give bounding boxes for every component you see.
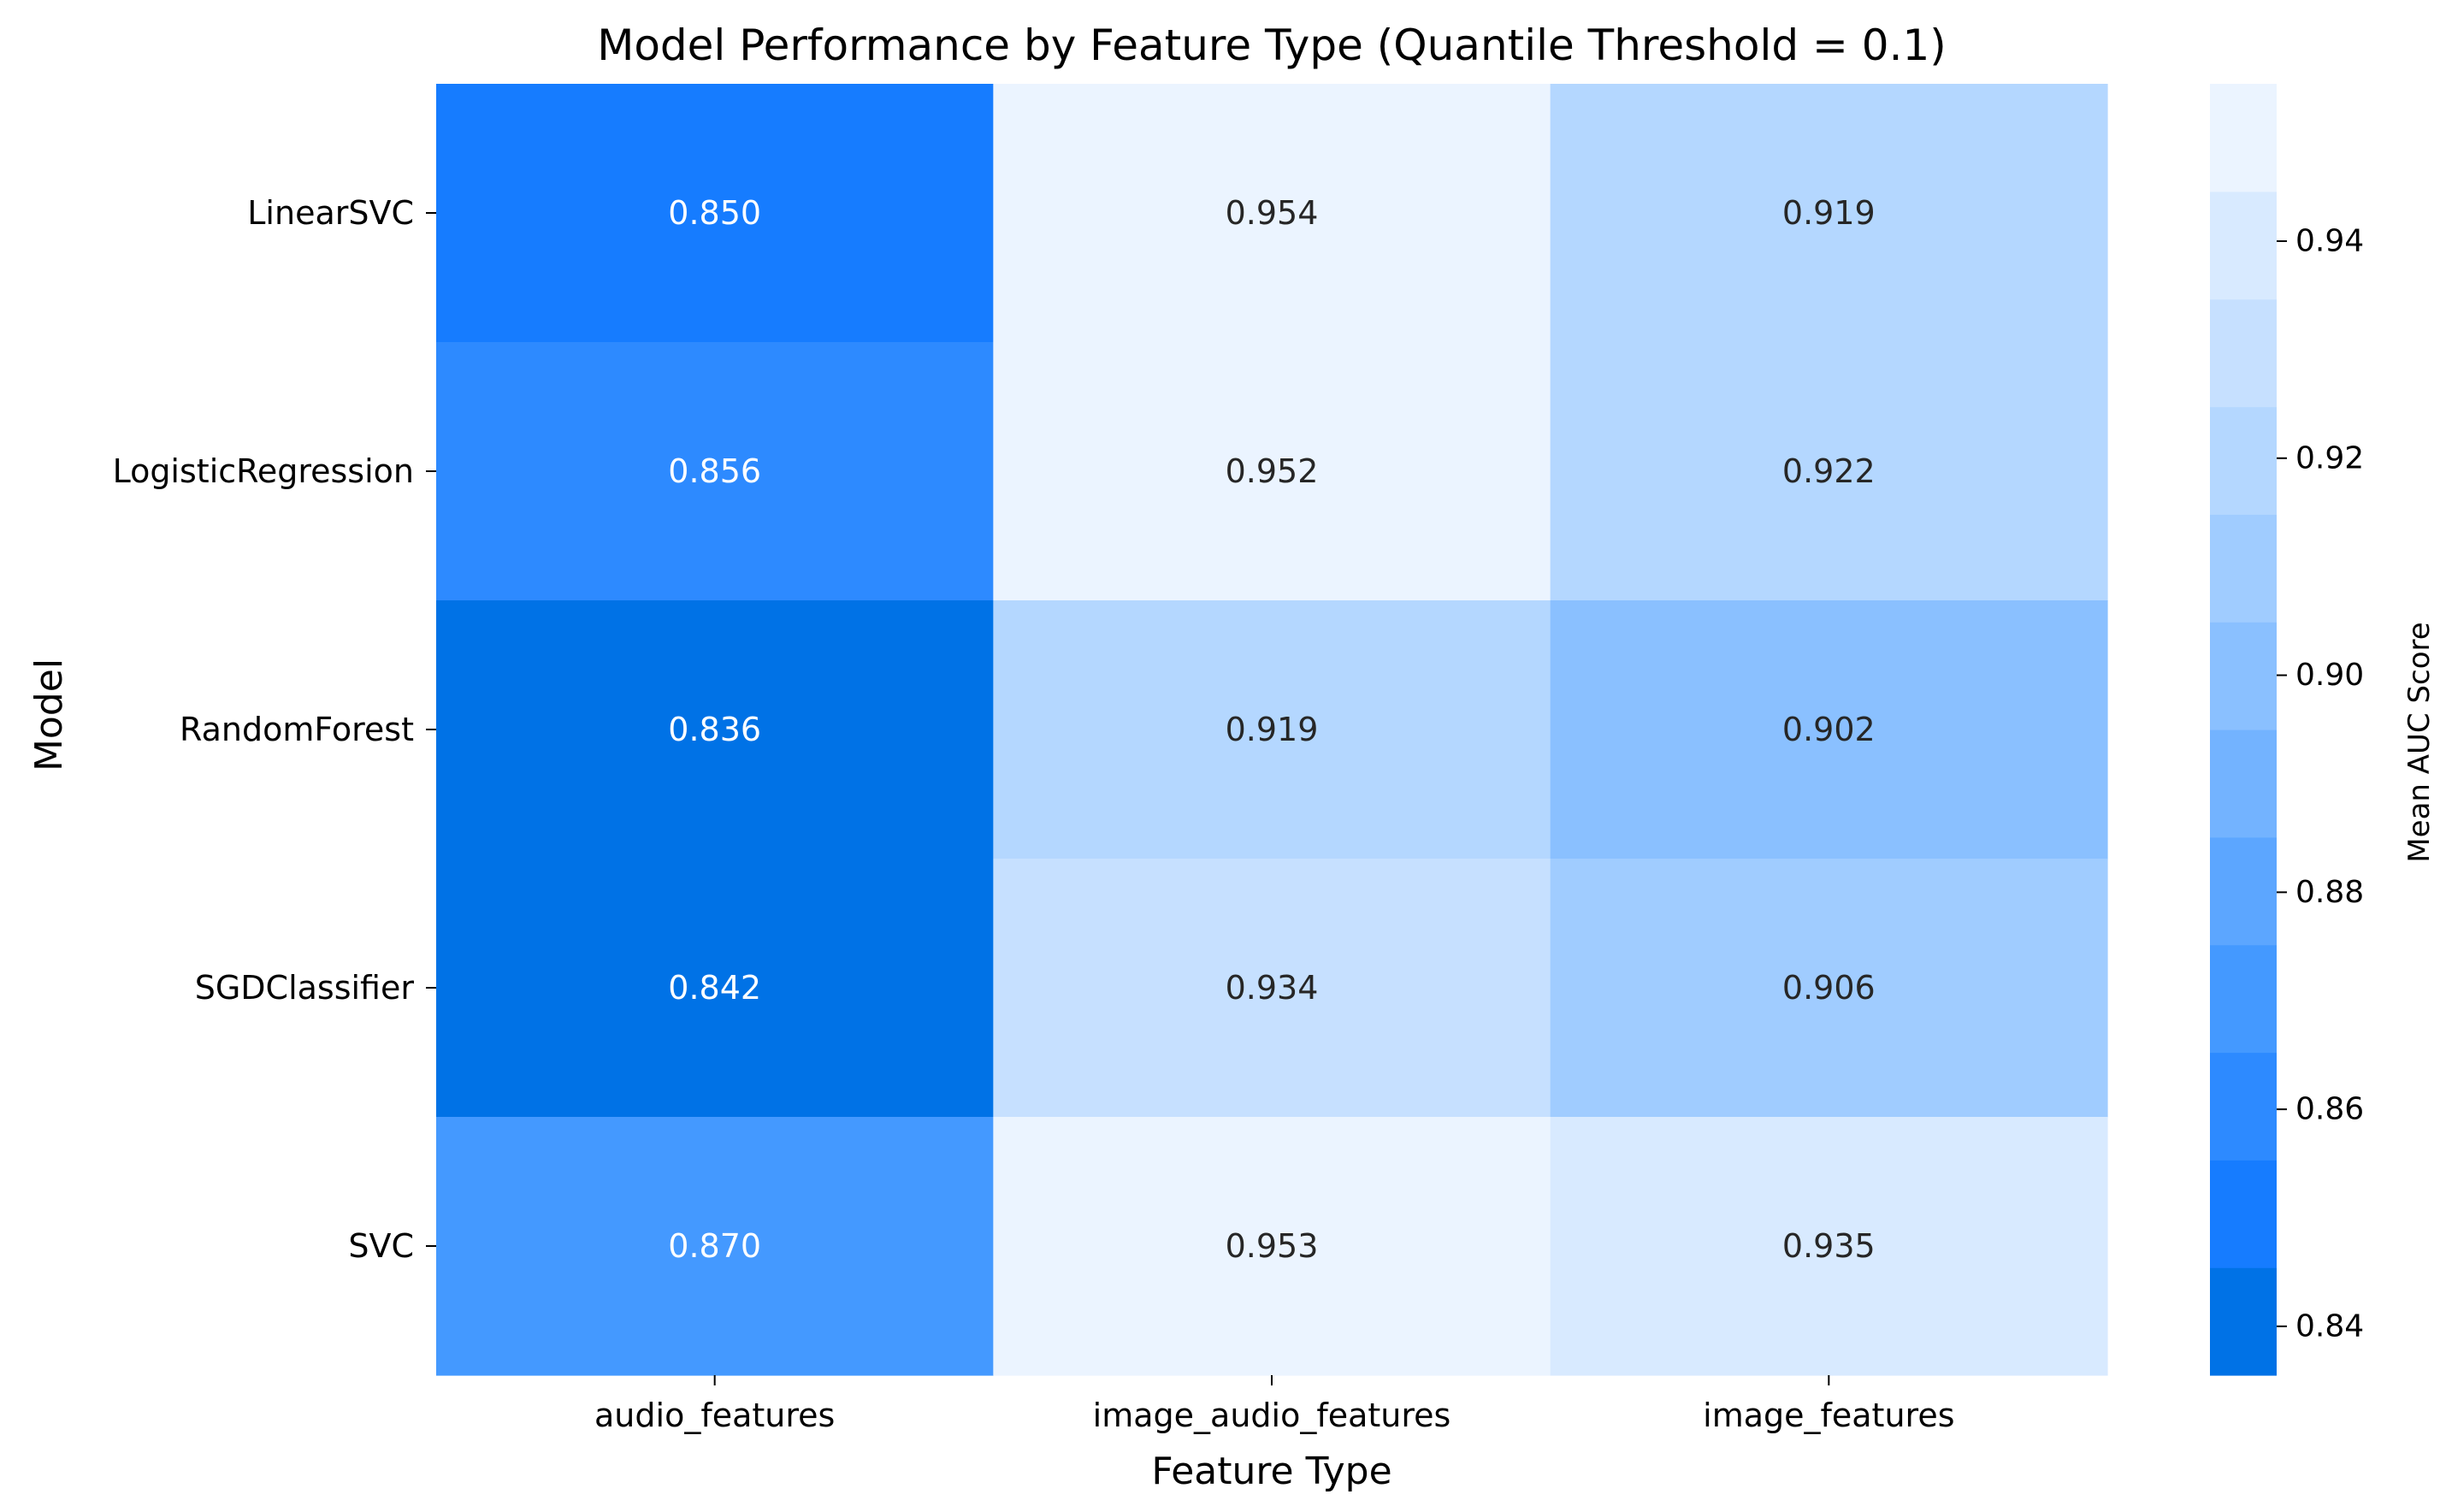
x-tick-label: image_features <box>1703 1397 1954 1434</box>
cell-value-label: 0.856 <box>668 452 761 490</box>
heatmap-cells <box>436 84 2108 1376</box>
colorbar-tick-label: 0.92 <box>2295 440 2364 475</box>
heatmap-cell <box>993 600 1551 859</box>
colorbar-segment <box>2210 191 2277 300</box>
heatmap-cell <box>436 1117 994 1376</box>
cell-value-label: 0.842 <box>668 969 761 1007</box>
cell-value-label: 0.836 <box>668 711 761 748</box>
colorbar-segment <box>2210 1160 2277 1268</box>
colorbar-segment <box>2210 622 2277 730</box>
cell-value-label: 0.934 <box>1226 969 1319 1007</box>
heatmap-cell <box>1550 1117 2108 1376</box>
heatmap-cell <box>993 342 1551 601</box>
heatmap-cell <box>436 342 994 601</box>
cell-value-label: 0.902 <box>1782 711 1876 748</box>
colorbar-segment <box>2210 729 2277 838</box>
colorbar-segment <box>2210 944 2277 1054</box>
colorbar-segment <box>2210 836 2277 946</box>
x-tick-label: audio_features <box>594 1397 835 1434</box>
x-axis: audio_features image_audio_features image_… <box>594 1375 1955 1434</box>
heatmap-cell <box>1550 342 2108 601</box>
heatmap-cell <box>436 859 994 1118</box>
heatmap-cell <box>1550 600 2108 859</box>
heatmap-cell <box>1550 84 2108 343</box>
cell-value-label: 0.954 <box>1226 194 1319 232</box>
colorbar-label: Mean AUC Score <box>2402 622 2437 862</box>
y-tick-label: LinearSVC <box>247 194 414 232</box>
cell-value-label: 0.922 <box>1782 452 1876 490</box>
chart-title: Model Performance by Feature Type (Quant… <box>597 21 1947 70</box>
heatmap-cell <box>436 600 994 859</box>
cell-value-label: 0.935 <box>1782 1227 1876 1265</box>
x-axis-label: Feature Type <box>1151 1450 1391 1493</box>
heatmap-cell <box>993 1117 1551 1376</box>
colorbar-tick-label: 0.90 <box>2295 658 2364 693</box>
cell-value-label: 0.906 <box>1782 969 1876 1007</box>
cell-value-label: 0.870 <box>668 1227 761 1265</box>
cell-value-label: 0.850 <box>668 194 761 232</box>
heatmap-cell <box>993 84 1551 343</box>
colorbar-tick-label: 0.94 <box>2295 223 2364 258</box>
cell-value-label: 0.919 <box>1226 711 1319 748</box>
x-tick-label: image_audio_features <box>1093 1397 1451 1434</box>
colorbar-segment <box>2210 1052 2277 1161</box>
y-tick-label: SGDClassifier <box>195 969 415 1007</box>
colorbar-segment <box>2210 1267 2277 1376</box>
heatmap-cell <box>1550 859 2108 1118</box>
y-tick-label: SVC <box>348 1227 414 1265</box>
cell-value-label: 0.953 <box>1226 1227 1319 1265</box>
y-axis-label: Model <box>27 659 71 771</box>
y-tick-label: LogisticRegression <box>113 452 414 490</box>
heatmap-cell <box>993 859 1551 1118</box>
cell-value-label: 0.919 <box>1782 194 1876 232</box>
colorbar-segment <box>2210 84 2277 192</box>
colorbar: 0.84 0.86 0.88 0.90 0.92 0.94 <box>2210 84 2364 1376</box>
colorbar-tick-label: 0.88 <box>2295 875 2364 910</box>
heatmap-cell-labels: 0.850 0.954 0.919 0.856 0.952 0.922 0.836 0.919… <box>668 194 1875 1265</box>
y-tick-label: RandomForest <box>180 711 414 748</box>
colorbar-segment <box>2210 514 2277 623</box>
cell-value-label: 0.952 <box>1226 452 1319 490</box>
colorbar-segment <box>2210 298 2277 408</box>
heatmap-cell <box>436 84 994 343</box>
y-axis: LinearSVC LogisticRegression RandomForest S… <box>113 194 436 1265</box>
colorbar-tick-label: 0.84 <box>2295 1308 2364 1344</box>
colorbar-segment <box>2210 406 2277 515</box>
colorbar-tick-label: 0.86 <box>2295 1092 2364 1127</box>
